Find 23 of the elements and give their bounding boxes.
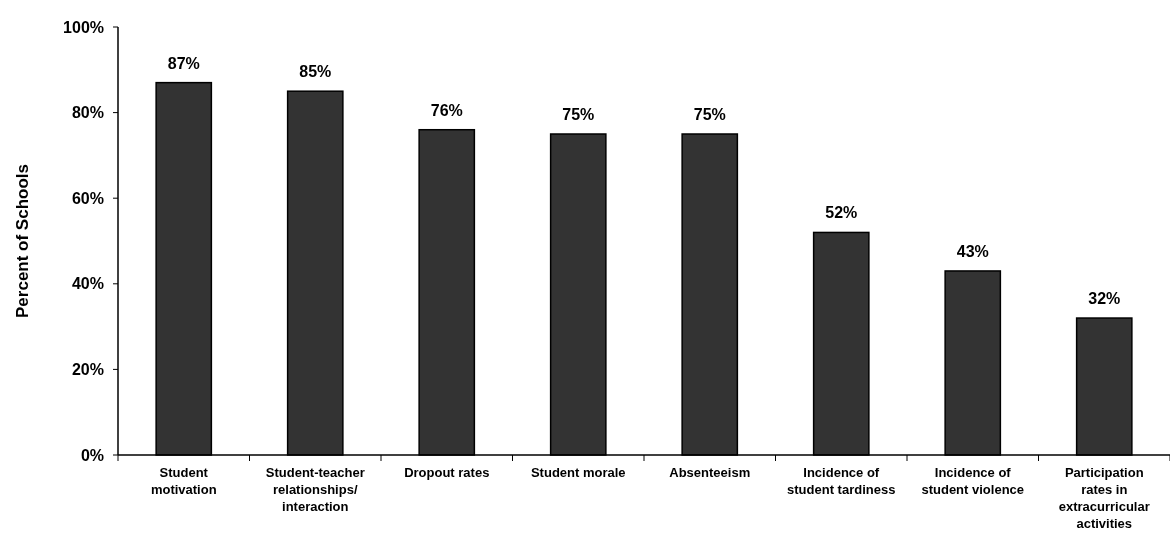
y-tick-label: 100% bbox=[63, 18, 104, 36]
data-label: 85% bbox=[299, 63, 332, 81]
y-tick-label: 80% bbox=[71, 104, 104, 122]
x-tick-label: Dropout rates bbox=[404, 465, 490, 480]
data-label: 32% bbox=[1088, 290, 1121, 308]
data-label: 43% bbox=[956, 242, 989, 260]
y-axis-title: Percent of Schools bbox=[13, 164, 32, 318]
x-tick-label: Student motivation bbox=[150, 465, 217, 497]
x-tick-label: Student morale bbox=[530, 465, 626, 480]
x-tick-label: Incidence of student violence bbox=[921, 465, 1025, 497]
data-label: 52% bbox=[825, 204, 858, 222]
data-label: 75% bbox=[562, 106, 595, 123]
data-label: 76% bbox=[430, 101, 463, 119]
x-tick-label: Absenteeism bbox=[669, 465, 751, 480]
x-tick-label: Participation rates in extracurricular activities bbox=[1058, 465, 1150, 531]
y-tick-label: 0% bbox=[80, 446, 104, 464]
data-label: 87% bbox=[167, 54, 200, 72]
x-tick-label: Student-teacher relationships/ interaction bbox=[265, 465, 365, 514]
data-label: 75% bbox=[693, 106, 726, 123]
y-tick-label: 60% bbox=[71, 189, 104, 207]
y-tick-label: 20% bbox=[71, 361, 104, 378]
y-tick-label: 40% bbox=[71, 275, 104, 293]
x-tick-label: Incidence of student tardiness bbox=[787, 465, 896, 497]
